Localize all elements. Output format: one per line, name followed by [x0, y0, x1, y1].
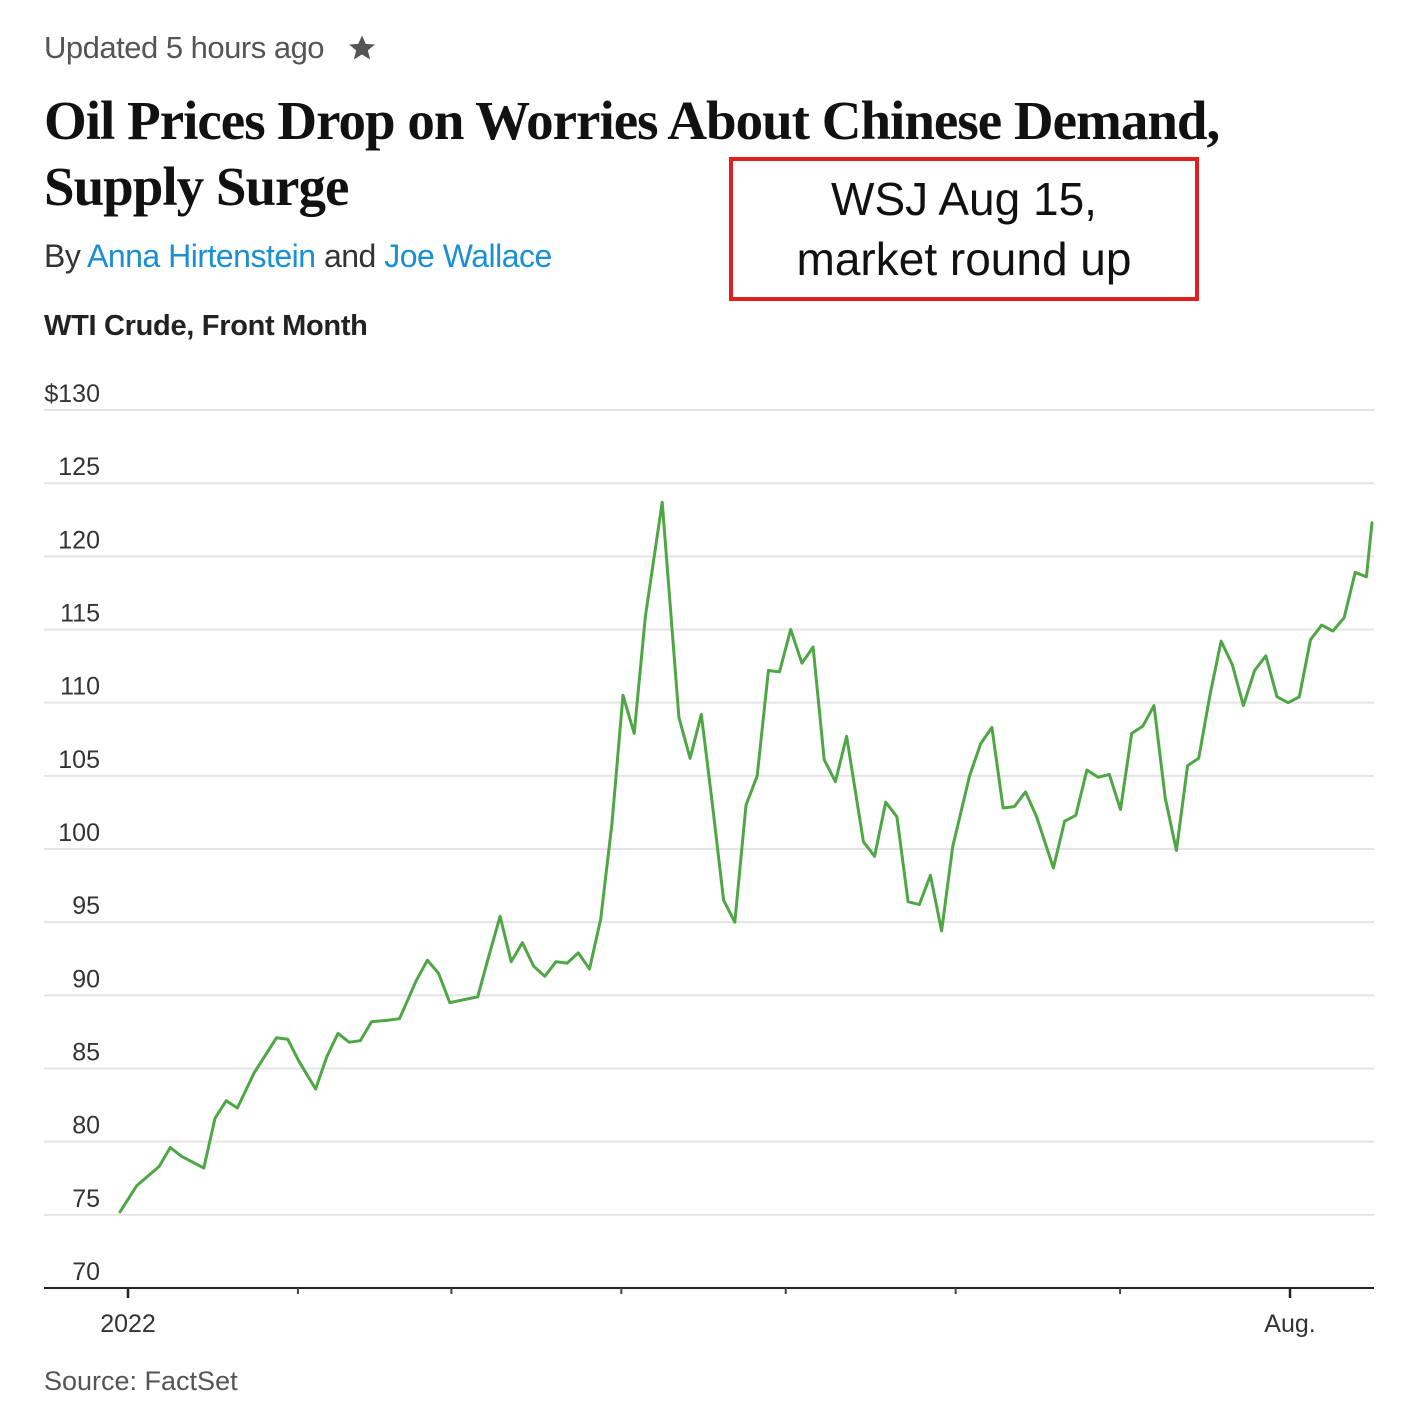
- y-tick-label: 125: [58, 453, 100, 481]
- chart-source: Source: FactSet: [44, 1366, 238, 1396]
- chart-title: WTI Crude, Front Month: [44, 310, 368, 342]
- price-line: [118, 500, 1374, 1214]
- y-tick-label: 95: [72, 892, 100, 920]
- byline: By Anna Hirtenstein and Joe Wallace: [44, 238, 552, 275]
- annotation-line-2: market round up: [796, 233, 1132, 285]
- annotation-line-1: WSJ Aug 15,: [831, 173, 1097, 225]
- byline-prefix: By: [44, 238, 81, 274]
- byline-join: and: [323, 238, 376, 274]
- y-tick-label: 80: [72, 1112, 100, 1140]
- y-tick-label: 105: [58, 746, 100, 774]
- article-headline: Oil Prices Drop on Worries About Chinese…: [44, 90, 1220, 217]
- y-tick-label: 70: [72, 1258, 100, 1286]
- updated-row: Updated 5 hours ago: [44, 28, 378, 68]
- y-tick-label: 100: [58, 819, 100, 847]
- y-tick-label: 90: [72, 965, 100, 993]
- y-tick-label: 110: [60, 673, 100, 701]
- x-tick-label: 2022: [100, 1310, 156, 1338]
- y-tick-label: 85: [72, 1039, 100, 1067]
- annotation-box: WSJ Aug 15, market round up: [729, 157, 1199, 301]
- y-tick-label: 115: [60, 600, 100, 628]
- author-link-2[interactable]: Joe Wallace: [384, 238, 552, 274]
- y-tick-label: $130: [44, 380, 100, 408]
- star-icon[interactable]: [346, 32, 378, 64]
- author-link-1[interactable]: Anna Hirtenstein: [86, 238, 316, 274]
- updated-timestamp: Updated 5 hours ago: [44, 30, 325, 65]
- x-tick-label: Aug.: [1264, 1310, 1315, 1338]
- y-tick-label: 120: [58, 526, 100, 554]
- y-tick-label: 75: [72, 1185, 100, 1213]
